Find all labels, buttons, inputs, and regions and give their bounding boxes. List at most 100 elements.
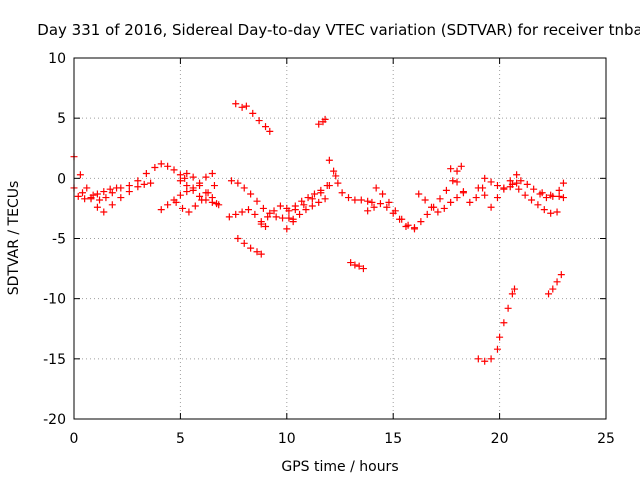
data-point xyxy=(189,186,197,194)
data-point xyxy=(500,319,508,327)
data-point xyxy=(208,170,216,178)
data-point xyxy=(376,200,384,208)
data-point xyxy=(317,189,325,197)
data-point xyxy=(96,196,104,204)
data-point xyxy=(196,192,204,200)
data-point xyxy=(100,188,108,196)
data-point xyxy=(242,102,250,110)
data-point xyxy=(176,171,184,179)
data-point xyxy=(253,197,261,205)
data-point xyxy=(100,208,108,216)
data-point xyxy=(540,206,548,214)
data-point xyxy=(447,198,455,206)
data-point xyxy=(553,208,561,216)
data-point xyxy=(481,191,489,199)
y-tick-label: -15 xyxy=(43,352,66,368)
data-point xyxy=(74,192,82,200)
series-arc-16 xyxy=(291,172,340,214)
data-point xyxy=(283,225,291,233)
data-point xyxy=(410,225,418,233)
data-point xyxy=(225,213,233,221)
data-point xyxy=(244,206,252,214)
data-point xyxy=(298,197,306,205)
data-point xyxy=(87,194,95,202)
series-arc-05 xyxy=(172,182,218,216)
data-point xyxy=(264,213,272,221)
data-point xyxy=(453,194,461,202)
x-tick-label: 5 xyxy=(176,431,185,447)
data-point xyxy=(176,191,184,199)
data-point xyxy=(183,188,191,196)
data-point xyxy=(272,213,280,221)
data-point xyxy=(157,206,165,214)
data-point xyxy=(474,355,482,363)
series-arc-14 xyxy=(283,195,329,233)
data-point xyxy=(559,194,567,202)
series-arc-03 xyxy=(74,184,121,203)
data-point xyxy=(523,180,531,188)
data-point xyxy=(370,203,378,211)
data-point xyxy=(528,196,536,204)
data-point xyxy=(493,345,501,353)
data-point xyxy=(125,188,133,196)
y-tick-label: -10 xyxy=(43,292,66,308)
data-point xyxy=(315,198,323,206)
data-point xyxy=(510,285,518,293)
data-point xyxy=(296,210,304,218)
data-point xyxy=(359,265,367,273)
data-point xyxy=(508,290,516,298)
data-point xyxy=(315,120,323,128)
axis-ticks: 0 5 10 15 20 25 -20 -15 -10 -5 0 5 10 xyxy=(43,51,615,447)
series-arc-11 xyxy=(232,100,274,135)
data-point xyxy=(547,191,555,199)
data-point xyxy=(308,202,316,210)
data-point xyxy=(262,222,270,230)
data-point xyxy=(176,177,184,185)
data-point xyxy=(513,179,521,187)
data-point xyxy=(442,186,450,194)
series-arc-02 xyxy=(70,179,155,216)
data-point xyxy=(102,194,110,202)
data-point xyxy=(504,304,512,312)
data-point xyxy=(208,194,216,202)
data-point xyxy=(321,195,329,203)
data-point xyxy=(266,127,274,135)
data-point xyxy=(172,198,180,206)
data-point xyxy=(385,198,393,206)
data-point xyxy=(240,184,248,192)
data-point xyxy=(106,185,114,193)
series-arc-12 xyxy=(234,235,265,258)
data-point xyxy=(321,115,329,123)
x-axis-label: GPS time / hours xyxy=(281,459,398,475)
data-point xyxy=(459,189,467,197)
data-point xyxy=(185,208,193,216)
data-point xyxy=(355,262,363,270)
data-point xyxy=(189,173,197,181)
data-point xyxy=(545,290,553,298)
data-point xyxy=(449,177,457,185)
data-point xyxy=(302,206,310,214)
data-point xyxy=(279,214,287,222)
data-point xyxy=(202,189,210,197)
data-point xyxy=(249,109,257,117)
data-point xyxy=(364,207,372,215)
data-point xyxy=(76,171,84,179)
data-point xyxy=(440,204,448,212)
data-point xyxy=(270,207,278,215)
data-point xyxy=(300,201,308,209)
data-point xyxy=(234,235,242,242)
data-point xyxy=(383,203,391,211)
data-point xyxy=(240,239,248,247)
x-tick-label: 25 xyxy=(597,431,615,447)
data-point xyxy=(251,210,259,218)
data-point xyxy=(285,207,293,215)
data-point xyxy=(215,201,223,209)
data-point xyxy=(262,123,270,131)
data-point xyxy=(428,203,436,211)
data-point xyxy=(555,186,563,194)
data-point xyxy=(345,194,353,202)
data-point xyxy=(542,194,550,202)
series-arc-19 xyxy=(364,200,410,230)
data-point xyxy=(325,156,333,164)
series-arc-08 xyxy=(227,177,293,222)
